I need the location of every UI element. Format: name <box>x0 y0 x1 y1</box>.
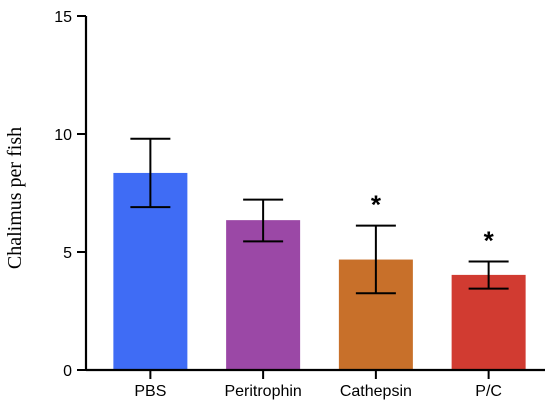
bar-peritrophin <box>226 220 301 370</box>
x-axis: PBS Peritrophin Cathepsin P/C <box>86 368 545 400</box>
y-tick-label-5: 5 <box>63 245 72 262</box>
error-bars <box>130 137 509 295</box>
significance-p-c: * <box>484 225 495 255</box>
y-axis-title: Chalimus per fish <box>4 127 26 269</box>
y-tick-label-15: 15 <box>54 9 72 26</box>
bar-p-c <box>451 274 526 370</box>
significance-markers: ** <box>371 190 495 256</box>
y-tick-label-10: 10 <box>54 127 72 144</box>
x-tick-label-peritrophin: Peritrophin <box>224 383 301 400</box>
x-tick-label-pbs: PBS <box>134 383 166 400</box>
significance-cathepsin: * <box>371 190 382 220</box>
bars <box>113 172 526 370</box>
y-axis: 0 5 10 15 <box>54 9 88 380</box>
x-tick-label-p-c: P/C <box>475 383 502 400</box>
x-tick-label-cathepsin: Cathepsin <box>340 383 412 400</box>
y-tick-label-0: 0 <box>63 363 72 380</box>
